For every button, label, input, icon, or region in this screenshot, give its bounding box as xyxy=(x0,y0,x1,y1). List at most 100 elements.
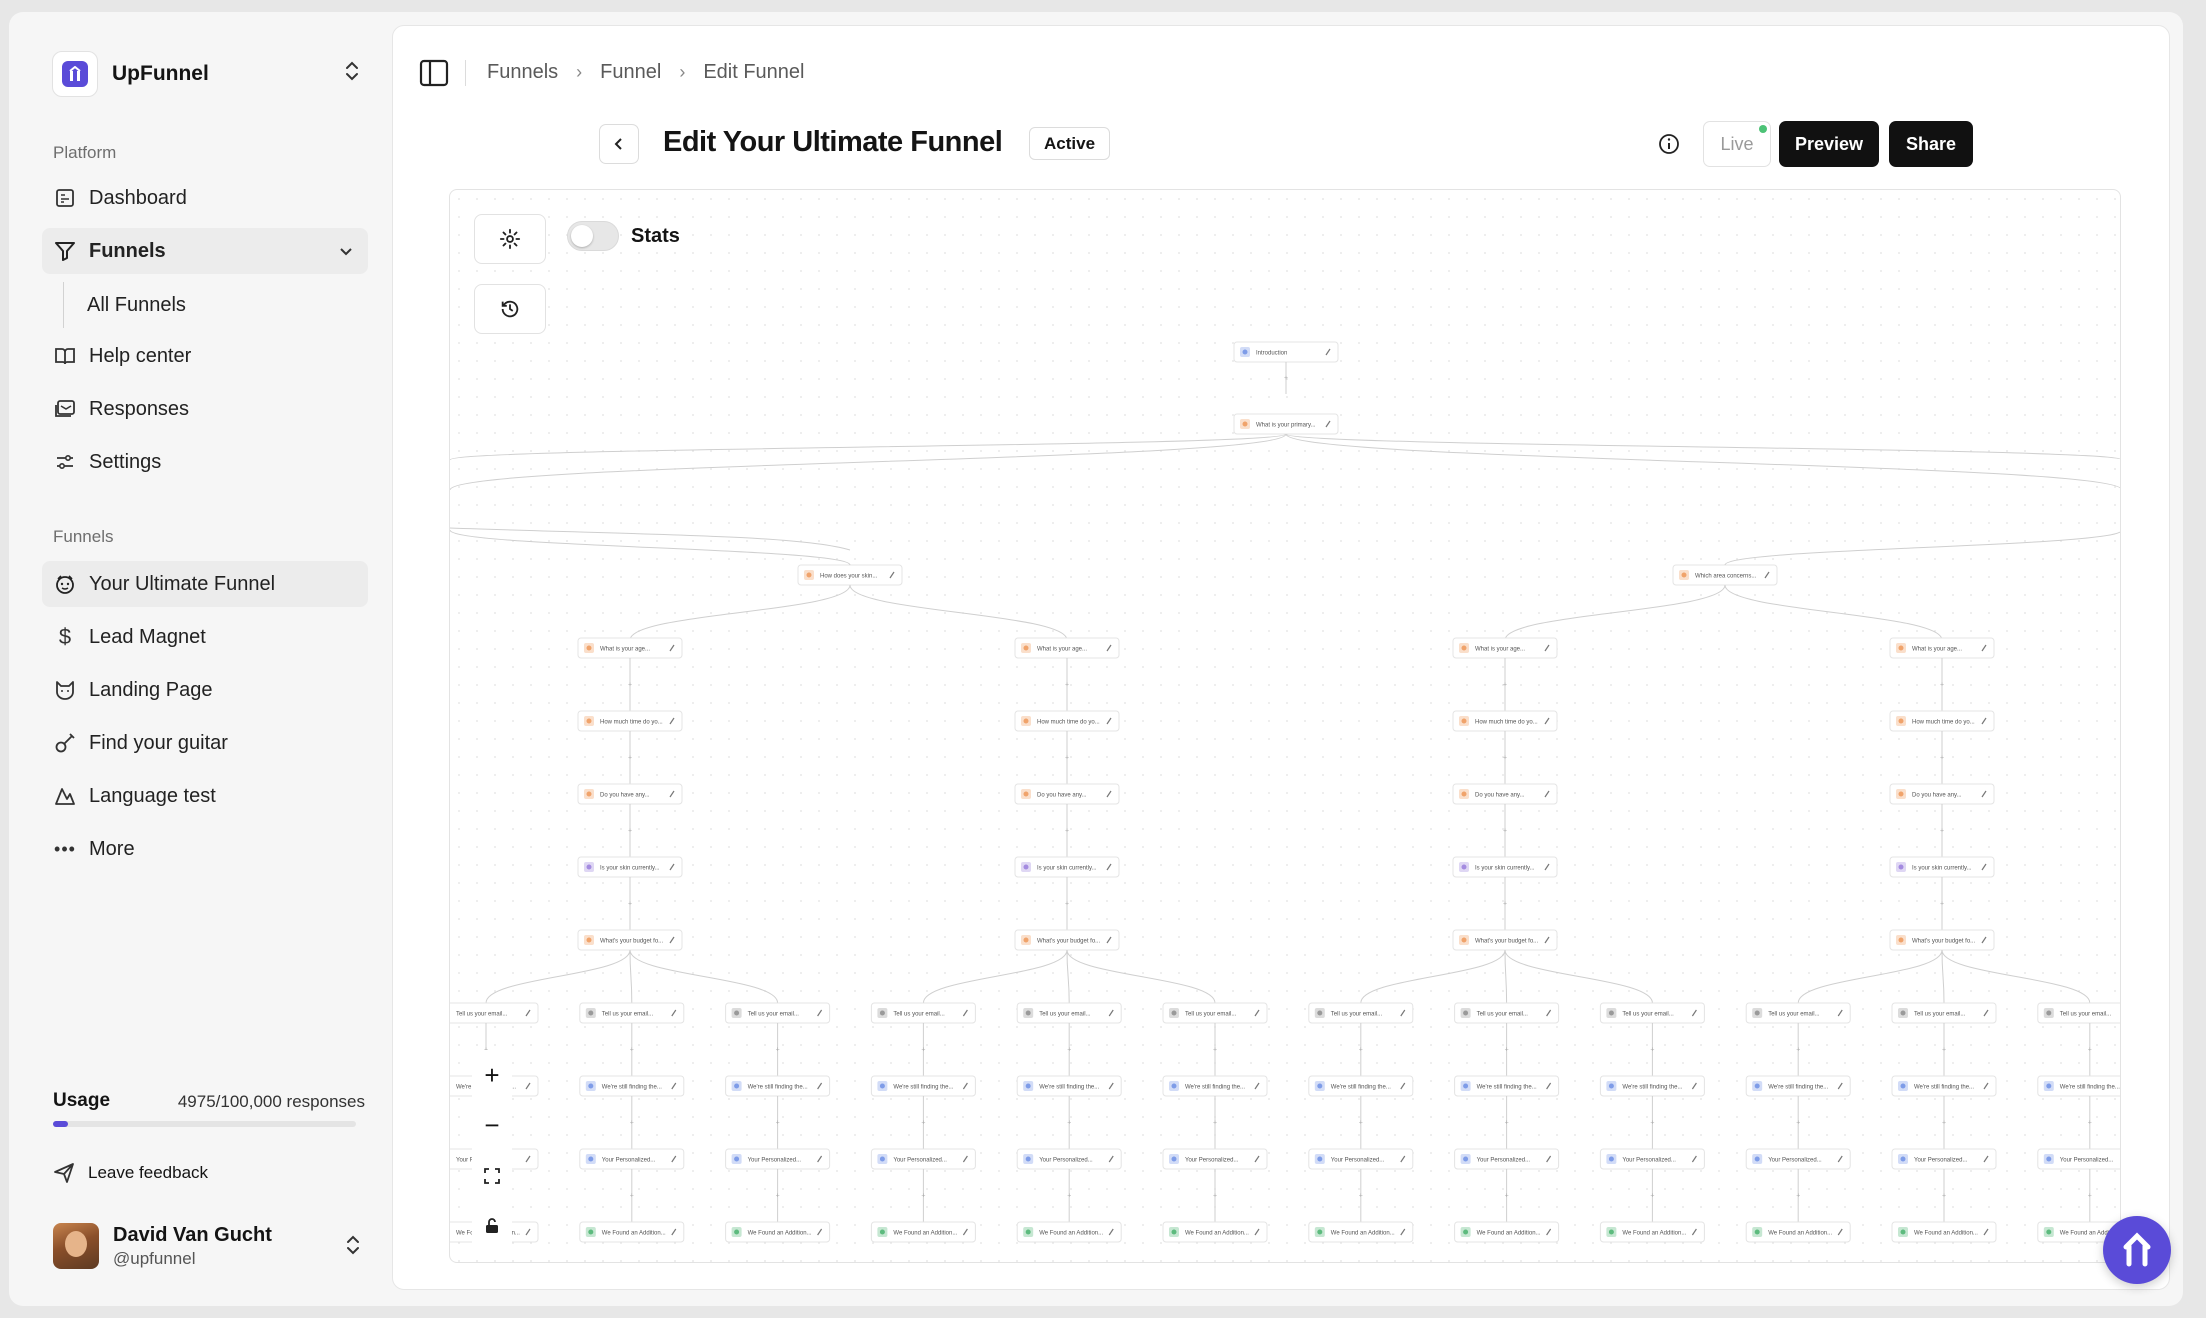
flow-node[interactable]: We're still finding the... xyxy=(1308,1075,1414,1097)
flow-node[interactable]: We Found an Addition... xyxy=(725,1221,831,1243)
sidebar-toggle-icon[interactable] xyxy=(419,58,449,93)
flow-node[interactable]: How much time do yo... xyxy=(1014,710,1120,732)
flow-node[interactable]: Tell us your email... xyxy=(2037,1002,2121,1024)
sidebar-item-find-your-guitar[interactable]: Find your guitar xyxy=(42,720,368,766)
flow-node[interactable]: We're still finding the... xyxy=(1454,1075,1560,1097)
flow-node[interactable]: We Found an Addition... xyxy=(1162,1221,1268,1243)
flow-node[interactable]: We Found an Addition... xyxy=(2037,1221,2121,1243)
flow-node[interactable]: We're still finding the... xyxy=(1162,1075,1268,1097)
sidebar-item-your-ultimate-funnel[interactable]: Your Ultimate Funnel xyxy=(42,561,368,607)
flow-node[interactable]: We're still finding the... xyxy=(870,1075,976,1097)
flow-node[interactable]: Tell us your email... xyxy=(1891,1002,1997,1024)
history-button[interactable] xyxy=(474,284,546,334)
flow-node[interactable]: We Found an Addition... xyxy=(1891,1221,1997,1243)
flow-node[interactable]: Is your skin currently... xyxy=(1014,856,1120,878)
flow-node[interactable]: Tell us your email... xyxy=(1599,1002,1705,1024)
flow-node[interactable]: Tell us your email... xyxy=(579,1002,685,1024)
fit-view-button[interactable] xyxy=(484,1162,500,1188)
flow-node[interactable]: We're still finding the... xyxy=(725,1075,831,1097)
canvas-settings-button[interactable] xyxy=(474,214,546,264)
upfunnel-assistant-button[interactable] xyxy=(2103,1216,2171,1284)
preview-button[interactable]: Preview xyxy=(1779,121,1879,167)
flow-node[interactable]: We're still finding the... xyxy=(579,1075,685,1097)
flow-node[interactable]: We Found an Addition... xyxy=(1599,1221,1705,1243)
leave-feedback-link[interactable]: Leave feedback xyxy=(53,1162,208,1184)
flow-node[interactable]: What is your age... xyxy=(577,637,683,659)
sidebar-item-language-test[interactable]: Language test xyxy=(42,773,368,819)
flow-node[interactable]: Tell us your email... xyxy=(450,1002,539,1024)
user-menu[interactable]: David Van Gucht @upfunnel xyxy=(53,1219,371,1273)
flow-node[interactable]: What is your age... xyxy=(1889,637,1995,659)
flow-node[interactable]: Tell us your email... xyxy=(1162,1002,1268,1024)
flow-node[interactable]: Tell us your email... xyxy=(725,1002,831,1024)
zoom-out-button[interactable]: − xyxy=(484,1110,500,1140)
flow-node[interactable]: Your Personalized... xyxy=(1162,1148,1268,1170)
share-button[interactable]: Share xyxy=(1889,121,1973,167)
flow-node[interactable]: We're still finding the... xyxy=(1599,1075,1705,1097)
flow-node[interactable]: Your Personalized... xyxy=(725,1148,831,1170)
flow-node[interactable]: Your Personalized... xyxy=(1891,1148,1997,1170)
flow-node[interactable]: How does your skin... xyxy=(797,564,903,586)
breadcrumb-funnel[interactable]: Funnel xyxy=(600,61,662,83)
sidebar-item-lead-magnet[interactable]: $ Lead Magnet xyxy=(42,614,368,660)
flow-node[interactable]: We Found an Addition... xyxy=(1454,1221,1560,1243)
flow-node[interactable]: What is your age... xyxy=(1014,637,1120,659)
flow-node[interactable]: What's your budget fo... xyxy=(577,929,683,951)
flow-node[interactable]: We're still finding the... xyxy=(1891,1075,1997,1097)
flow-node[interactable]: What's your budget fo... xyxy=(1889,929,1995,951)
flow-node[interactable]: What is your primary... xyxy=(1233,413,1339,435)
flow-node[interactable]: We're still finding the... xyxy=(2037,1075,2121,1097)
flow-node[interactable]: We're still finding the... xyxy=(1016,1075,1122,1097)
flow-node[interactable]: Your Personalized... xyxy=(1454,1148,1560,1170)
sidebar-item-responses[interactable]: Responses xyxy=(42,386,368,432)
flow-node[interactable]: Do you have any... xyxy=(1014,783,1120,805)
flow-node[interactable]: How much time do yo... xyxy=(577,710,683,732)
flow-node[interactable]: Your Personalized... xyxy=(1016,1148,1122,1170)
flow-node[interactable]: We Found an Addition... xyxy=(1308,1221,1414,1243)
flow-node[interactable]: We're still finding the... xyxy=(1745,1075,1851,1097)
sidebar-item-all-funnels[interactable]: All Funnels xyxy=(87,282,367,328)
flow-node[interactable]: What's your budget fo... xyxy=(1014,929,1120,951)
flow-node[interactable]: Your Personalized... xyxy=(1308,1148,1414,1170)
info-icon[interactable] xyxy=(1658,133,1680,160)
flow-node[interactable]: Introduction xyxy=(1233,341,1339,363)
flow-node[interactable]: We Found an Addition... xyxy=(870,1221,976,1243)
flow-node[interactable]: We Found an Addition... xyxy=(579,1221,685,1243)
flow-node[interactable]: Tell us your email... xyxy=(1745,1002,1851,1024)
flow-node[interactable]: Do you have any... xyxy=(577,783,683,805)
sidebar-item-settings[interactable]: Settings xyxy=(42,439,368,485)
sidebar-item-more[interactable]: ••• More xyxy=(42,826,368,872)
flow-node[interactable]: How much time do yo... xyxy=(1452,710,1558,732)
flow-node[interactable]: Do you have any... xyxy=(1889,783,1995,805)
flow-node[interactable]: Tell us your email... xyxy=(1016,1002,1122,1024)
zoom-in-button[interactable]: + xyxy=(484,1060,500,1090)
flow-node[interactable]: Tell us your email... xyxy=(870,1002,976,1024)
flow-node[interactable]: Your Personalized... xyxy=(1745,1148,1851,1170)
workspace-switcher[interactable]: UpFunnel xyxy=(52,46,370,102)
flow-node[interactable]: Your Personalized... xyxy=(870,1148,976,1170)
lock-button[interactable] xyxy=(485,1212,499,1238)
chevron-updown-icon[interactable] xyxy=(344,60,360,87)
flow-node[interactable]: What is your age... xyxy=(1452,637,1558,659)
flow-node[interactable]: Do you have any... xyxy=(1452,783,1558,805)
stats-toggle[interactable] xyxy=(567,221,619,251)
flow-node[interactable]: Your Personalized... xyxy=(579,1148,685,1170)
live-button[interactable]: Live xyxy=(1703,121,1771,167)
flow-node[interactable]: Is your skin currently... xyxy=(1889,856,1995,878)
flow-node[interactable]: Which area concerns... xyxy=(1672,564,1778,586)
flow-node[interactable]: How much time do yo... xyxy=(1889,710,1995,732)
flow-node[interactable]: Your Personalized... xyxy=(1599,1148,1705,1170)
back-button[interactable] xyxy=(599,124,639,164)
funnel-canvas[interactable]: Introduction + What is your primary... How … xyxy=(449,189,2121,1263)
sidebar-item-funnels[interactable]: Funnels xyxy=(42,228,368,274)
flow-node[interactable]: Your Personalized... xyxy=(2037,1148,2121,1170)
flow-node[interactable]: We Found an Addition... xyxy=(1016,1221,1122,1243)
breadcrumb-funnels[interactable]: Funnels xyxy=(487,61,559,83)
flow-node[interactable]: What's your budget fo... xyxy=(1452,929,1558,951)
sidebar-item-dashboard[interactable]: Dashboard xyxy=(42,175,368,221)
flow-node[interactable]: We Found an Addition... xyxy=(1745,1221,1851,1243)
sidebar-item-help-center[interactable]: Help center xyxy=(42,333,368,379)
flow-node[interactable]: Is your skin currently... xyxy=(1452,856,1558,878)
flow-node[interactable]: Tell us your email... xyxy=(1308,1002,1414,1024)
flow-node[interactable]: Tell us your email... xyxy=(1454,1002,1560,1024)
